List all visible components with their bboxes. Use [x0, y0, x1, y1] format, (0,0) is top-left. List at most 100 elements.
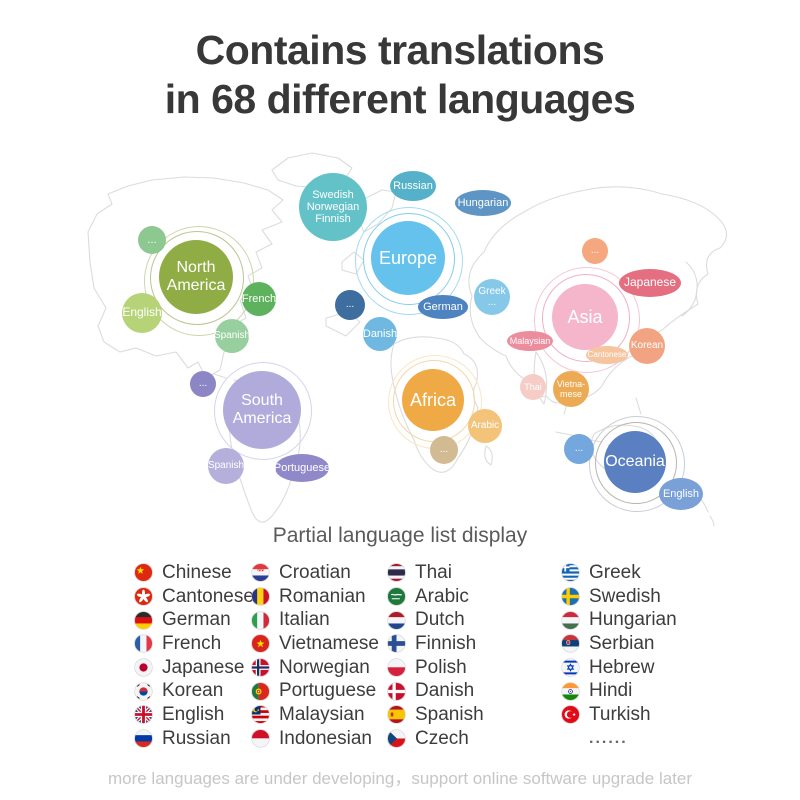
bubble-russian: Russian [390, 171, 436, 201]
language-label: French [162, 632, 222, 654]
bubble-japanese: Japanese [619, 269, 681, 297]
flag-serbia-icon [561, 634, 580, 654]
flag-south-korea-icon [134, 682, 153, 701]
language-label: Czech [415, 727, 469, 749]
language-label: Thai [415, 561, 452, 583]
language-label: Cantonese [162, 585, 254, 607]
language-item: English [134, 703, 254, 727]
language-item: Spanish [387, 703, 484, 727]
language-label: Serbian [589, 632, 655, 654]
bubble-dots: ... [138, 226, 166, 254]
bubble-swedish-norwegian-finnish: Swedish Norwegian Finnish [299, 173, 367, 241]
language-label: Hebrew [589, 656, 655, 678]
bubble-dots: ... [582, 238, 608, 264]
bubble-dots: ... [190, 371, 216, 397]
flag-romania-icon [251, 587, 270, 606]
flag-croatia-icon [251, 563, 270, 582]
language-item: Malaysian [251, 703, 379, 727]
language-label: Arabic [415, 585, 469, 607]
language-item: Dutch [387, 608, 484, 632]
page-title: Contains translations in 68 different la… [0, 26, 800, 124]
flag-israel-icon [561, 658, 580, 677]
flag-turkey-icon [561, 705, 580, 725]
bubble-spanish: Spanish [214, 319, 250, 353]
language-label: German [162, 609, 231, 631]
more-languages-ellipsis: ...... [589, 729, 628, 747]
region-asia-ring-2 [534, 267, 640, 373]
language-item: Finnish [387, 632, 484, 656]
bubble-greek: Greek... [474, 279, 510, 315]
language-label: Swedish [589, 585, 661, 607]
flag-italy-icon [251, 611, 270, 630]
language-column-3: Thai Arabic Dutch Finnish Polish Danish Spanis… [387, 561, 484, 751]
language-label: Danish [415, 680, 475, 702]
flag-indonesia-icon [251, 729, 270, 748]
region-south-america-ring-1 [214, 362, 312, 460]
bubble-cantonese: Cantonese [586, 346, 628, 364]
flag-malaysia-icon [251, 705, 270, 725]
language-item: Czech [387, 727, 484, 751]
bubble-arabic: Arabic [468, 409, 502, 443]
language-item: Hungarian [561, 608, 677, 632]
bubble-south-america: South America [223, 371, 301, 449]
flag-united-kingdom-icon [134, 705, 153, 725]
language-item: Thai [387, 561, 484, 585]
language-item: Danish [387, 679, 484, 703]
flag-hungary-icon [561, 611, 580, 630]
flag-germany-icon [134, 611, 153, 630]
bubble-english: English [659, 478, 703, 510]
flag-france-icon [134, 634, 153, 654]
language-label: Spanish [415, 703, 484, 725]
language-item: ...... [561, 727, 677, 751]
language-label: Portuguese [279, 680, 377, 702]
bubble-dots: ... [335, 290, 365, 320]
language-label: Turkish [589, 703, 651, 725]
bubble-english: English [122, 293, 162, 333]
language-column-2: Croatian Romanian Italian Vietnamese Norwegi… [251, 561, 379, 751]
language-item: Croatian [251, 561, 379, 585]
language-label: Dutch [415, 609, 465, 631]
language-item: French [134, 632, 254, 656]
bubble-portuguese: Portuguese [274, 454, 330, 482]
bubble-french: French [242, 282, 276, 316]
language-item: Korean [134, 679, 254, 703]
language-label: Romanian [279, 585, 366, 607]
language-label: Polish [415, 656, 467, 678]
language-label: Croatian [279, 561, 351, 583]
language-column-1: Chinese Cantonese German French Japanese Kore… [134, 561, 254, 751]
language-column-4: Greek Swedish Hungarian Serbian Hebrew Hindi T… [561, 561, 677, 751]
flag-greece-icon [561, 563, 580, 582]
flag-finland-icon [387, 634, 406, 654]
flag-saudi-arabia-icon [387, 587, 406, 606]
language-item: Arabic [387, 585, 484, 609]
language-item: Japanese [134, 656, 254, 680]
language-label: Japanese [162, 656, 245, 678]
flag-netherlands-icon [387, 611, 406, 630]
language-item: Portuguese [251, 679, 379, 703]
flag-czech-republic-icon [387, 729, 406, 748]
language-label: Indonesian [279, 727, 372, 749]
language-item: Turkish [561, 703, 677, 727]
language-label: Greek [589, 561, 641, 583]
region-europe-ring-2 [355, 207, 463, 315]
language-item: Swedish [561, 585, 677, 609]
language-item: Hebrew [561, 656, 677, 680]
language-item: Norwegian [251, 656, 379, 680]
bubble-malaysian: Malaysian [507, 331, 553, 351]
bubble-asia: Asia [552, 284, 618, 350]
flag-hong-kong-icon [134, 587, 153, 606]
language-item: Indonesian [251, 727, 379, 751]
flag-spain-icon [387, 705, 406, 725]
bubble-hungarian: Hungarian [455, 190, 511, 216]
language-label: Hindi [589, 680, 633, 702]
bubble-africa: Africa [402, 369, 464, 431]
language-label: Finnish [415, 632, 477, 654]
flag-india-icon [561, 682, 580, 701]
footer-note: more languages are under developing，supp… [107, 769, 693, 788]
language-item: Serbian [561, 632, 677, 656]
language-label: Korean [162, 680, 224, 702]
language-label: Italian [279, 609, 330, 631]
bubble-korean: Korean [629, 328, 665, 364]
language-item: Russian [134, 727, 254, 751]
